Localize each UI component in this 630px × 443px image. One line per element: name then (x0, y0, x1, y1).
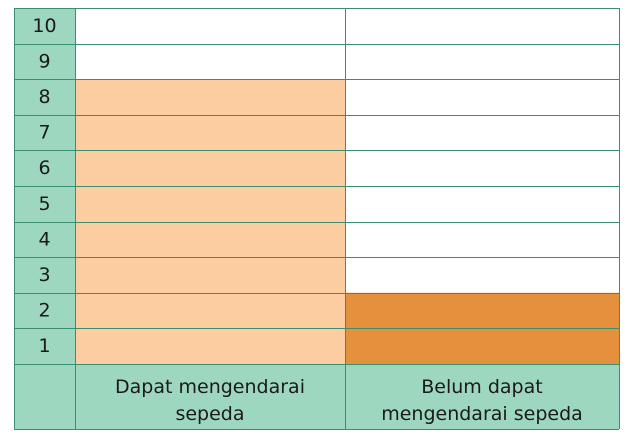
y-tick-label: 3 (38, 264, 50, 286)
y-tick-label: 7 (38, 122, 50, 144)
y-tick-label: 2 (38, 300, 50, 322)
x-axis-band (75, 364, 619, 429)
y-axis-band (14, 8, 75, 429)
y-tick-label: 9 (38, 50, 50, 72)
grid-layer (14, 8, 620, 430)
y-tick-label: 5 (38, 193, 50, 215)
category-label-1: Dapat mengendarai sepeda (115, 376, 305, 425)
y-tick-label: 8 (38, 86, 50, 108)
y-tick-label: 10 (32, 15, 56, 37)
y-tick-label: 6 (38, 157, 50, 179)
category-label-2: Belum dapat mengendarai sepeda (381, 376, 583, 425)
bar-1 (75, 79, 345, 364)
y-tick-labels: 1 2 3 4 5 6 7 8 9 10 (32, 15, 56, 357)
y-tick-label: 4 (38, 228, 50, 250)
category-labels: Dapat mengendarai sepeda Belum dapat mengen… (115, 376, 583, 425)
y-tick-label: 1 (38, 335, 50, 357)
